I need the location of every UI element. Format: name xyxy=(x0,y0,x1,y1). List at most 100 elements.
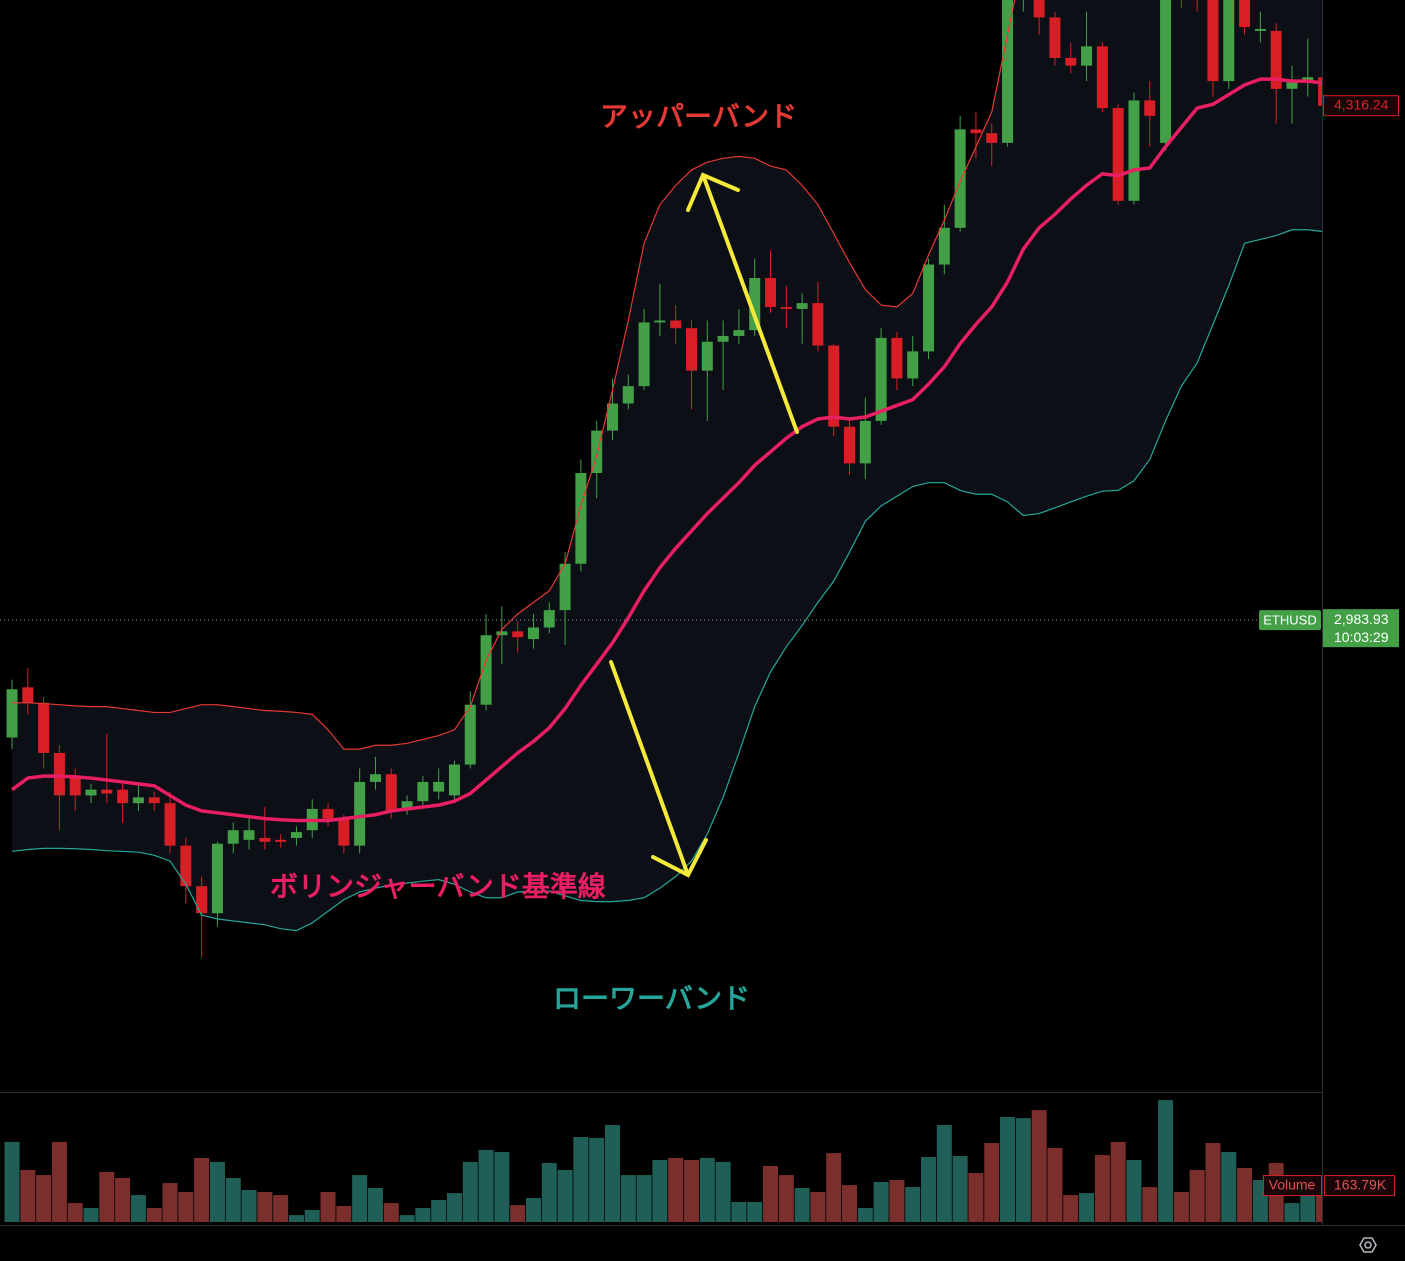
candle-body xyxy=(1160,0,1172,143)
candle-body xyxy=(559,563,571,611)
candle-body xyxy=(622,386,634,404)
candle-body xyxy=(765,278,777,307)
volume-bar xyxy=(905,1187,921,1222)
candle-body xyxy=(749,278,761,331)
candle-body xyxy=(259,837,271,842)
volume-pane xyxy=(4,1100,1322,1222)
volume-bar xyxy=(857,1207,873,1222)
candle-body xyxy=(1302,77,1314,82)
candle-body xyxy=(685,328,697,371)
price-pane xyxy=(0,0,1322,958)
candle-body xyxy=(180,845,192,887)
volume-name: Volume xyxy=(1269,1176,1316,1192)
band-line xyxy=(10,77,1322,823)
volume-bar xyxy=(288,1215,304,1222)
band-line xyxy=(12,0,1016,750)
volume-bar xyxy=(225,1177,241,1222)
candle-body xyxy=(164,803,176,846)
band-fill xyxy=(12,0,1322,931)
candle-body xyxy=(701,341,713,371)
volume-bar xyxy=(1189,1169,1205,1222)
band-annotation: ローワーバンド xyxy=(553,982,750,1015)
volume-bar xyxy=(936,1125,952,1222)
candle-body xyxy=(1254,28,1266,31)
candle-body xyxy=(1096,46,1108,109)
upper-arrow xyxy=(686,172,799,434)
candle-body xyxy=(290,832,302,838)
candle-body xyxy=(1223,0,1235,82)
candle-body xyxy=(354,781,366,846)
candle-body xyxy=(1286,81,1298,89)
candle-body xyxy=(923,264,935,352)
volume-bar xyxy=(1063,1195,1079,1222)
candle-body xyxy=(448,764,460,796)
candle-body xyxy=(859,420,871,464)
volume-bar xyxy=(4,1141,20,1222)
band-line xyxy=(11,229,1322,932)
lower-arrow xyxy=(609,660,708,878)
volume-bar xyxy=(1031,1110,1047,1222)
candle-body xyxy=(243,830,255,840)
candle-body xyxy=(148,797,160,804)
candle-body xyxy=(828,345,840,427)
candle-body xyxy=(1207,0,1219,82)
volume-bar xyxy=(478,1149,494,1222)
volume-bar xyxy=(431,1199,447,1222)
volume-bar xyxy=(115,1177,131,1222)
candle-body xyxy=(1065,57,1077,66)
candle-body xyxy=(591,430,603,474)
candle-body xyxy=(211,843,223,914)
volume-bar xyxy=(826,1153,842,1222)
candle-body xyxy=(275,839,287,842)
candle-body xyxy=(1144,100,1156,116)
volume-bar xyxy=(257,1191,273,1222)
candle-body xyxy=(85,789,97,796)
candle-body xyxy=(954,129,966,228)
candle-body xyxy=(6,689,18,738)
settings-dot[interactable] xyxy=(1364,1241,1372,1249)
volume-bar xyxy=(99,1171,115,1222)
candle-body xyxy=(796,303,808,309)
candle-body xyxy=(1049,17,1061,58)
candle-body xyxy=(543,610,555,628)
candle-body xyxy=(53,752,65,796)
candle-body xyxy=(986,133,998,143)
volume-value-label: 163.79K xyxy=(1334,1176,1387,1192)
volume-bar xyxy=(162,1183,178,1222)
volume-bar xyxy=(794,1187,810,1222)
volume-bar xyxy=(241,1189,257,1222)
last-price-label: 4,316.24 xyxy=(1334,96,1389,112)
volume-bar xyxy=(1126,1159,1142,1222)
candle-body xyxy=(401,801,413,809)
volume-bar xyxy=(510,1205,526,1222)
candle-body xyxy=(1270,30,1282,89)
volume-bar xyxy=(178,1191,194,1222)
volume-bar xyxy=(747,1201,763,1222)
candle-body xyxy=(938,227,950,265)
volume-bar xyxy=(604,1125,620,1222)
candle-body xyxy=(369,774,381,782)
volume-bar xyxy=(636,1175,652,1222)
volume-bar xyxy=(810,1191,826,1222)
volume-bar xyxy=(194,1157,210,1222)
volume-bar xyxy=(952,1155,968,1222)
price-tag xyxy=(1323,609,1399,648)
volume-bar xyxy=(763,1165,779,1222)
volume-bar xyxy=(589,1137,605,1222)
candle-body xyxy=(733,330,745,336)
volume-bar xyxy=(36,1175,52,1222)
candle-body xyxy=(117,789,129,804)
volume-bar xyxy=(1110,1141,1126,1222)
settings-hex[interactable] xyxy=(1359,1237,1377,1253)
volume-bar xyxy=(683,1159,699,1222)
arrows xyxy=(609,172,799,878)
volume-value-tag xyxy=(1324,1175,1395,1197)
volume-bar xyxy=(336,1205,352,1222)
volume-bar xyxy=(1158,1100,1174,1222)
settings-icon[interactable] xyxy=(1359,1237,1377,1253)
candle-body xyxy=(575,473,587,564)
candle-body xyxy=(717,335,729,342)
volume-bar xyxy=(1047,1147,1063,1222)
band-fill-group xyxy=(12,0,1322,931)
candle-body xyxy=(322,808,334,819)
